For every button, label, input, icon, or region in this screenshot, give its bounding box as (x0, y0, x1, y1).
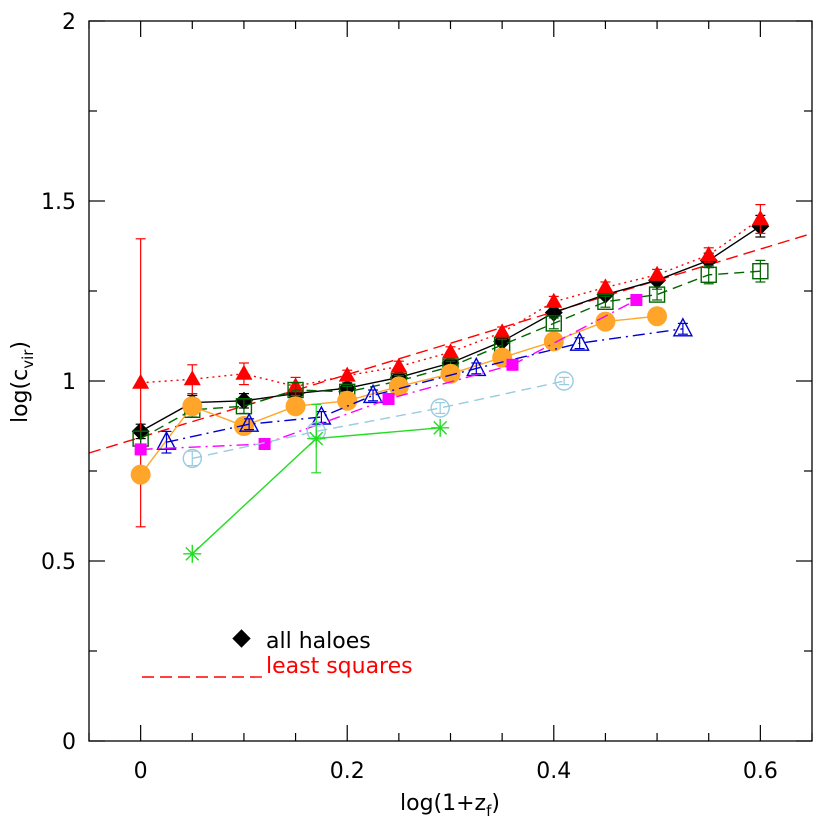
legend: all haloes least squares (142, 629, 413, 679)
legend-marker-all-haloes (232, 629, 251, 648)
data-point (182, 448, 202, 469)
data-point (285, 396, 306, 417)
error-bar (187, 450, 198, 467)
data-point (388, 376, 409, 397)
series-group (130, 204, 770, 563)
error-bar (368, 389, 379, 402)
y-tick-label: 1 (62, 370, 76, 395)
x-tick-label: 0.6 (743, 759, 778, 784)
asterisk-stroke (309, 431, 324, 446)
asterisk-stroke (433, 420, 448, 435)
data-point (182, 396, 203, 417)
series-line (140, 299, 637, 451)
data-point (130, 464, 151, 485)
data-point (545, 315, 562, 332)
error-bar (244, 418, 255, 431)
data-point (258, 438, 271, 450)
error-bar (600, 295, 611, 308)
data-point (183, 544, 202, 563)
asterisk-stroke (185, 546, 200, 561)
x-tick-label: 0 (134, 759, 148, 784)
error-bar (652, 288, 663, 301)
data-point (134, 443, 147, 456)
data-point (672, 317, 694, 337)
data-point (337, 390, 358, 411)
data-point (506, 358, 519, 371)
series-7 (183, 403, 450, 563)
series-6 (182, 371, 574, 469)
error-bar (677, 322, 688, 335)
data-point (493, 323, 511, 339)
data-point (648, 286, 666, 303)
legend-label-least-squares: least squares (266, 654, 413, 679)
error-bar (548, 317, 559, 330)
data-point (307, 429, 326, 448)
y-tick-label: 1.5 (41, 190, 76, 215)
data-point (596, 278, 614, 294)
y-tick-label: 0 (62, 730, 76, 755)
data-point (648, 265, 666, 281)
x-axis-label: log(1+zf) (400, 791, 500, 820)
data-point (554, 371, 574, 391)
x-tick-label: 0.2 (330, 759, 365, 784)
series-5 (134, 294, 643, 456)
data-point (700, 246, 718, 261)
data-point (630, 294, 643, 306)
data-point (545, 292, 563, 308)
plot-frame (88, 20, 813, 742)
legend-label-all-haloes: all haloes (266, 629, 371, 654)
data-point (338, 366, 356, 382)
y-tick-label: 0.5 (41, 550, 76, 575)
data-point (238, 412, 260, 432)
series-4 (156, 317, 694, 454)
tick-labels: 0 0.2 0.4 0.6 0 0.5 1 1.5 2 (41, 10, 778, 784)
data-point (543, 331, 564, 352)
data-point (382, 393, 395, 405)
x-tick-label: 0.4 (536, 759, 571, 784)
data-point (569, 331, 590, 351)
error-bar (471, 362, 482, 375)
y-tick-label: 2 (62, 10, 76, 35)
data-point (440, 363, 461, 384)
y-axis-label: log(cvir) (8, 341, 37, 423)
data-point (430, 398, 450, 418)
data-point (700, 266, 717, 283)
data-point (751, 210, 769, 225)
data-point (595, 311, 616, 332)
error-bar (435, 402, 446, 414)
data-point (132, 373, 150, 389)
data-point (752, 263, 769, 280)
data-point (597, 293, 614, 310)
data-point (235, 398, 253, 415)
error-bar (574, 337, 585, 350)
data-point (442, 343, 459, 359)
data-point (544, 303, 563, 322)
data-point (156, 430, 177, 450)
data-point (431, 418, 450, 437)
error-bar (559, 376, 570, 386)
data-point (647, 306, 668, 327)
data-point (390, 357, 408, 373)
data-point (235, 364, 253, 380)
data-point (183, 370, 201, 386)
data-point (362, 383, 384, 404)
error-bar (703, 265, 714, 285)
